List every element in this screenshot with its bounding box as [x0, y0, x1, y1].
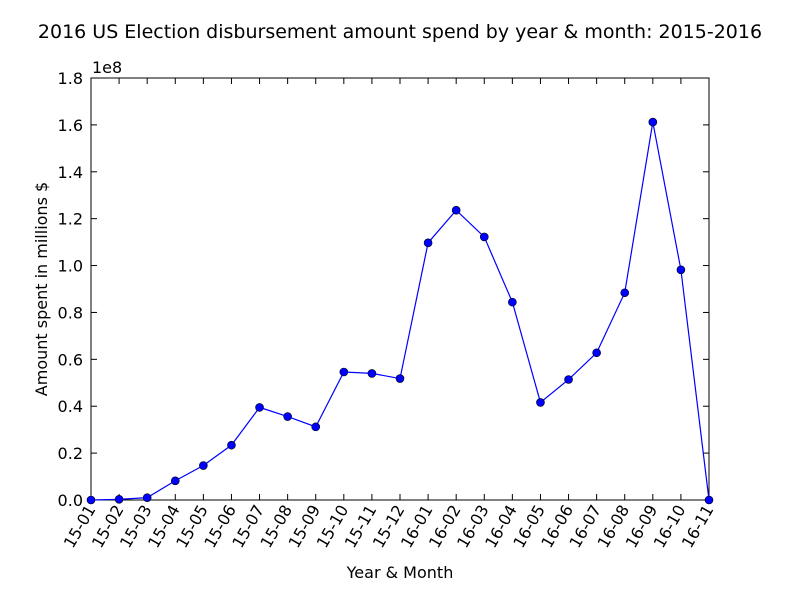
y-tick-label: 1.2 — [58, 210, 83, 229]
data-point — [423, 238, 433, 248]
data-point — [676, 265, 686, 275]
y-tick-label: 1.0 — [58, 257, 83, 276]
y-tick-label: 0.0 — [58, 491, 83, 510]
y-tick-label: 0.4 — [58, 397, 83, 416]
y-tick-label: 0.6 — [58, 350, 83, 369]
data-point — [479, 232, 489, 242]
data-point — [620, 288, 630, 298]
data-point — [311, 422, 321, 432]
data-point — [114, 494, 124, 504]
data-point — [367, 369, 377, 378]
data-point — [170, 476, 180, 486]
data-point — [564, 375, 573, 384]
data-point — [451, 205, 461, 215]
y-axis-label: Amount spent in millions $ — [32, 182, 51, 396]
data-point — [508, 297, 517, 307]
data-point — [283, 412, 292, 421]
tick-labels: 0.00.20.40.60.81.01.21.41.61.815-0115-02… — [58, 69, 718, 551]
data-point — [227, 440, 236, 450]
data-point — [339, 367, 349, 377]
series-line — [90, 121, 710, 501]
x-axis-label: Year & Month — [346, 563, 454, 582]
data-point — [199, 461, 208, 470]
y-tick-label: 1.4 — [58, 163, 83, 182]
y-tick-label: 0.2 — [58, 444, 83, 463]
chart-title: 2016 US Election disbursement amount spe… — [38, 21, 762, 43]
y-axis-offset-label: 1e8 — [92, 58, 122, 77]
data-point — [536, 398, 545, 407]
data-point — [648, 117, 658, 127]
y-tick-label: 1.6 — [58, 116, 83, 135]
data-point — [86, 495, 96, 505]
axis-ticks — [90, 77, 710, 501]
data-point — [592, 348, 601, 358]
data-point — [395, 374, 405, 383]
y-tick-label: 0.8 — [58, 303, 83, 322]
data-point — [704, 495, 714, 505]
data-point — [142, 493, 152, 502]
y-tick-label: 1.8 — [58, 69, 83, 88]
data-point — [255, 403, 264, 412]
series-layer — [86, 117, 714, 505]
plot-frame — [90, 77, 710, 501]
